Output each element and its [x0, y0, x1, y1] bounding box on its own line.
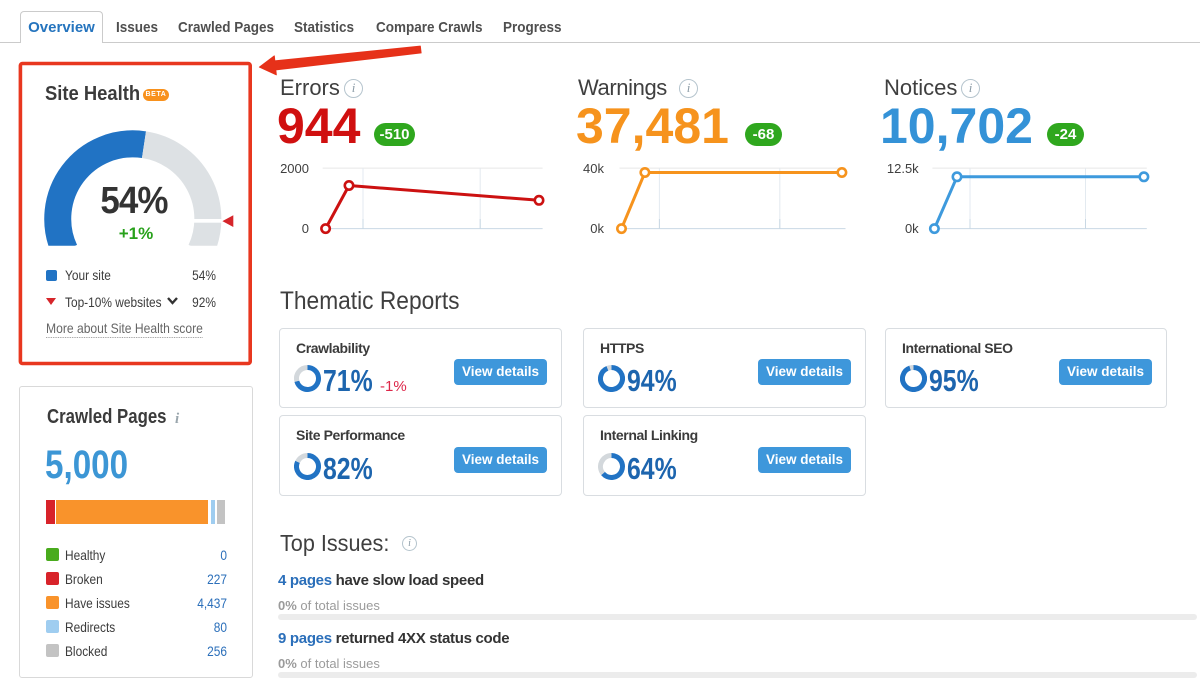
svg-text:0: 0 [302, 221, 309, 236]
svg-text:2000: 2000 [280, 161, 309, 176]
svg-text:40k: 40k [583, 161, 604, 176]
svg-text:0k: 0k [905, 221, 919, 236]
svg-text:0k: 0k [590, 221, 604, 236]
svg-text:12.5k: 12.5k [887, 161, 919, 176]
